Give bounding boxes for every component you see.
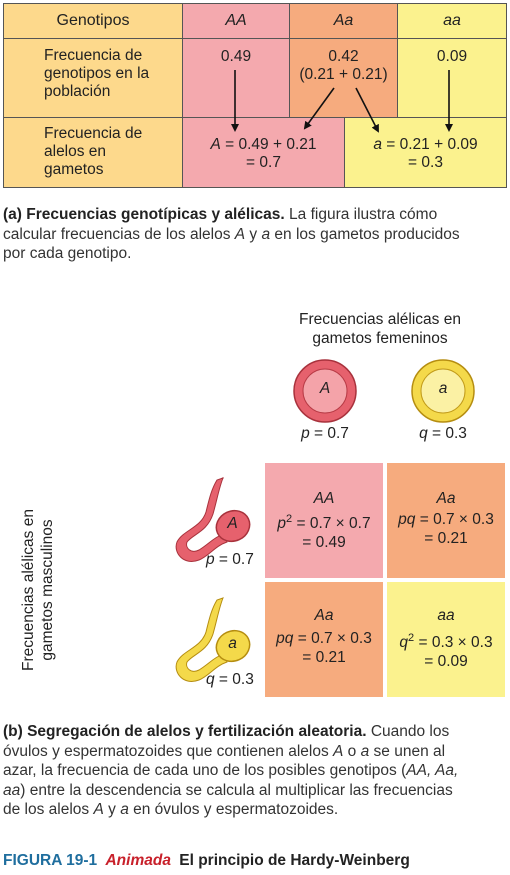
header-Aa: Aa xyxy=(289,3,398,39)
Aa-genotype-frequency: 0.42 (0.21 + 0.21) xyxy=(289,38,398,118)
egg-A-label: A xyxy=(319,380,331,397)
figure-caption-title: El principio de Hardy-Weinberg xyxy=(179,852,410,869)
arrow-Aa-left xyxy=(303,87,335,130)
female-p-frequency: p = 0.7 xyxy=(301,425,349,442)
row-allele-frequency-label: Frecuencia de alelos en gametos xyxy=(3,117,183,188)
punnett-cell-aa: aa q2 = 0.3 × 0.3 = 0.09 xyxy=(387,582,505,697)
punnett-cell-AA: AA p2 = 0.7 × 0.7 = 0.49 xyxy=(265,463,383,578)
figure-number: FIGURA 19-1 xyxy=(3,852,98,869)
male-p-frequency: p = 0.7 xyxy=(206,551,254,568)
a-allele-frequency: a = 0.21 + 0.09 = 0.3 xyxy=(344,117,507,188)
punnett-square: AA p2 = 0.7 × 0.7 = 0.49 Aa pq = 0.7 × 0… xyxy=(262,460,508,700)
egg-a-icon xyxy=(411,359,475,423)
sperm-a-label: a xyxy=(228,635,237,652)
punnett-cell-Aa-top: Aa pq = 0.7 × 0.3 = 0.21 xyxy=(387,463,505,578)
male-gametes-title: Frecuencias alélicas en gametos masculin… xyxy=(20,509,56,671)
female-gametes-title: Frecuencias alélicas en gametos femenino… xyxy=(299,311,461,347)
sperm-A-icon xyxy=(175,477,251,562)
arrow-Aa-right xyxy=(355,87,379,133)
egg-A-icon xyxy=(293,359,357,423)
male-q-frequency: q = 0.3 xyxy=(206,671,254,688)
caption-a: (a) Frecuencias genotípicas y alélicas. … xyxy=(3,206,460,262)
punnett-cell-Aa-bottom: Aa pq = 0.7 × 0.3 = 0.21 xyxy=(265,582,383,697)
female-q-frequency: q = 0.3 xyxy=(419,425,467,442)
egg-a-label: a xyxy=(438,380,448,397)
A-allele-frequency: A = 0.49 + 0.21 = 0.7 xyxy=(182,117,345,188)
aa-genotype-frequency: 0.09 xyxy=(397,38,507,118)
figure-animated-label: Animada xyxy=(105,852,171,869)
header-genotipos: Genotipos xyxy=(3,3,183,39)
AA-genotype-frequency: 0.49 xyxy=(182,38,290,118)
figure-title: FIGURA 19-1 Animada El principio de Hard… xyxy=(3,852,508,870)
sperm-A-label: A xyxy=(227,515,238,532)
row-genotype-frequency-label: Frecuencia de genotipos en la población xyxy=(3,38,183,118)
caption-b: (b) Segregación de alelos y fertilizació… xyxy=(3,723,459,818)
sperm-a-icon xyxy=(175,597,251,682)
arrows xyxy=(231,70,453,133)
